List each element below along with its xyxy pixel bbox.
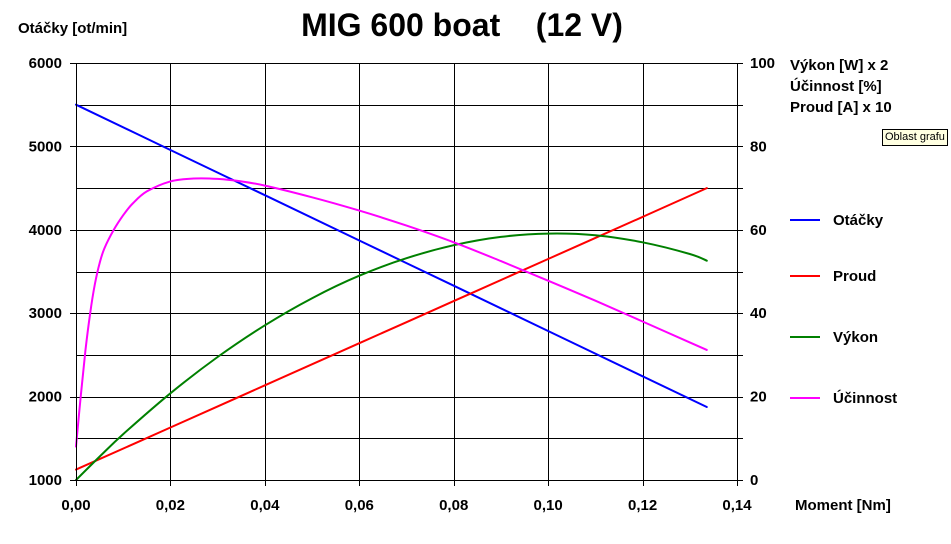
legend-label: Výkon bbox=[833, 329, 878, 346]
series-group bbox=[75, 103, 708, 481]
axes bbox=[70, 63, 743, 486]
gridlines bbox=[76, 63, 737, 480]
y2-axis-title-current: Proud [A] x 10 bbox=[790, 99, 892, 116]
y2-tick-label: 0 bbox=[750, 472, 758, 489]
y-tick-label: 2000 bbox=[29, 389, 62, 406]
series-line-power[interactable] bbox=[75, 232, 708, 481]
x-tick-label: 0,14 bbox=[722, 497, 752, 514]
y-tick-label: 4000 bbox=[29, 222, 62, 239]
y-tick-label: 1000 bbox=[29, 472, 62, 489]
tooltip: Oblast grafu bbox=[882, 129, 948, 146]
y2-tick-label: 100 bbox=[750, 55, 775, 72]
x-tick-label: 0,02 bbox=[156, 497, 185, 514]
legend-entry-power[interactable]: Výkon bbox=[790, 329, 878, 346]
x-tick-label: 0,04 bbox=[250, 497, 280, 514]
y2-axis-title-efficiency: Účinnost [%] bbox=[790, 77, 882, 95]
legend-entry-speed[interactable]: Otáčky bbox=[790, 212, 884, 229]
series-line-speed[interactable] bbox=[75, 103, 708, 408]
y2-tick-label: 40 bbox=[750, 305, 767, 322]
x-axis-title: Moment [Nm] bbox=[795, 497, 891, 514]
chart-title: MIG 600 boat (12 V) bbox=[301, 7, 623, 43]
series-line-current[interactable] bbox=[75, 187, 708, 471]
series-line-efficiency[interactable] bbox=[75, 177, 708, 448]
legend[interactable]: Otáčky Proud Výkon Účinnost bbox=[790, 212, 897, 407]
y2-tick-label: 80 bbox=[750, 138, 767, 155]
legend-label: Otáčky bbox=[833, 212, 884, 229]
tick-labels: 6000 5000 4000 3000 2000 1000 100 80 60 40 20 0 0,00… bbox=[29, 55, 775, 514]
plot-area[interactable] bbox=[76, 63, 737, 480]
y-axis-title: Otáčky [ot/min] bbox=[18, 20, 127, 37]
x-tick-label: 0,12 bbox=[628, 497, 657, 514]
y2-tick-label: 20 bbox=[750, 389, 767, 406]
y-tick-label: 3000 bbox=[29, 305, 62, 322]
y-tick-label: 5000 bbox=[29, 138, 62, 155]
legend-label: Proud bbox=[833, 268, 876, 285]
x-tick-label: 0,10 bbox=[533, 497, 562, 514]
x-tick-label: 0,08 bbox=[439, 497, 468, 514]
x-tick-label: 0,06 bbox=[345, 497, 374, 514]
x-tick-label: 0,00 bbox=[61, 497, 90, 514]
legend-entry-current[interactable]: Proud bbox=[790, 268, 876, 285]
legend-label: Účinnost bbox=[833, 389, 897, 407]
legend-entry-efficiency[interactable]: Účinnost bbox=[790, 389, 897, 407]
y2-tick-label: 60 bbox=[750, 222, 767, 239]
y-tick-label: 6000 bbox=[29, 55, 62, 72]
y2-axis-title-power: Výkon [W] x 2 bbox=[790, 57, 888, 74]
